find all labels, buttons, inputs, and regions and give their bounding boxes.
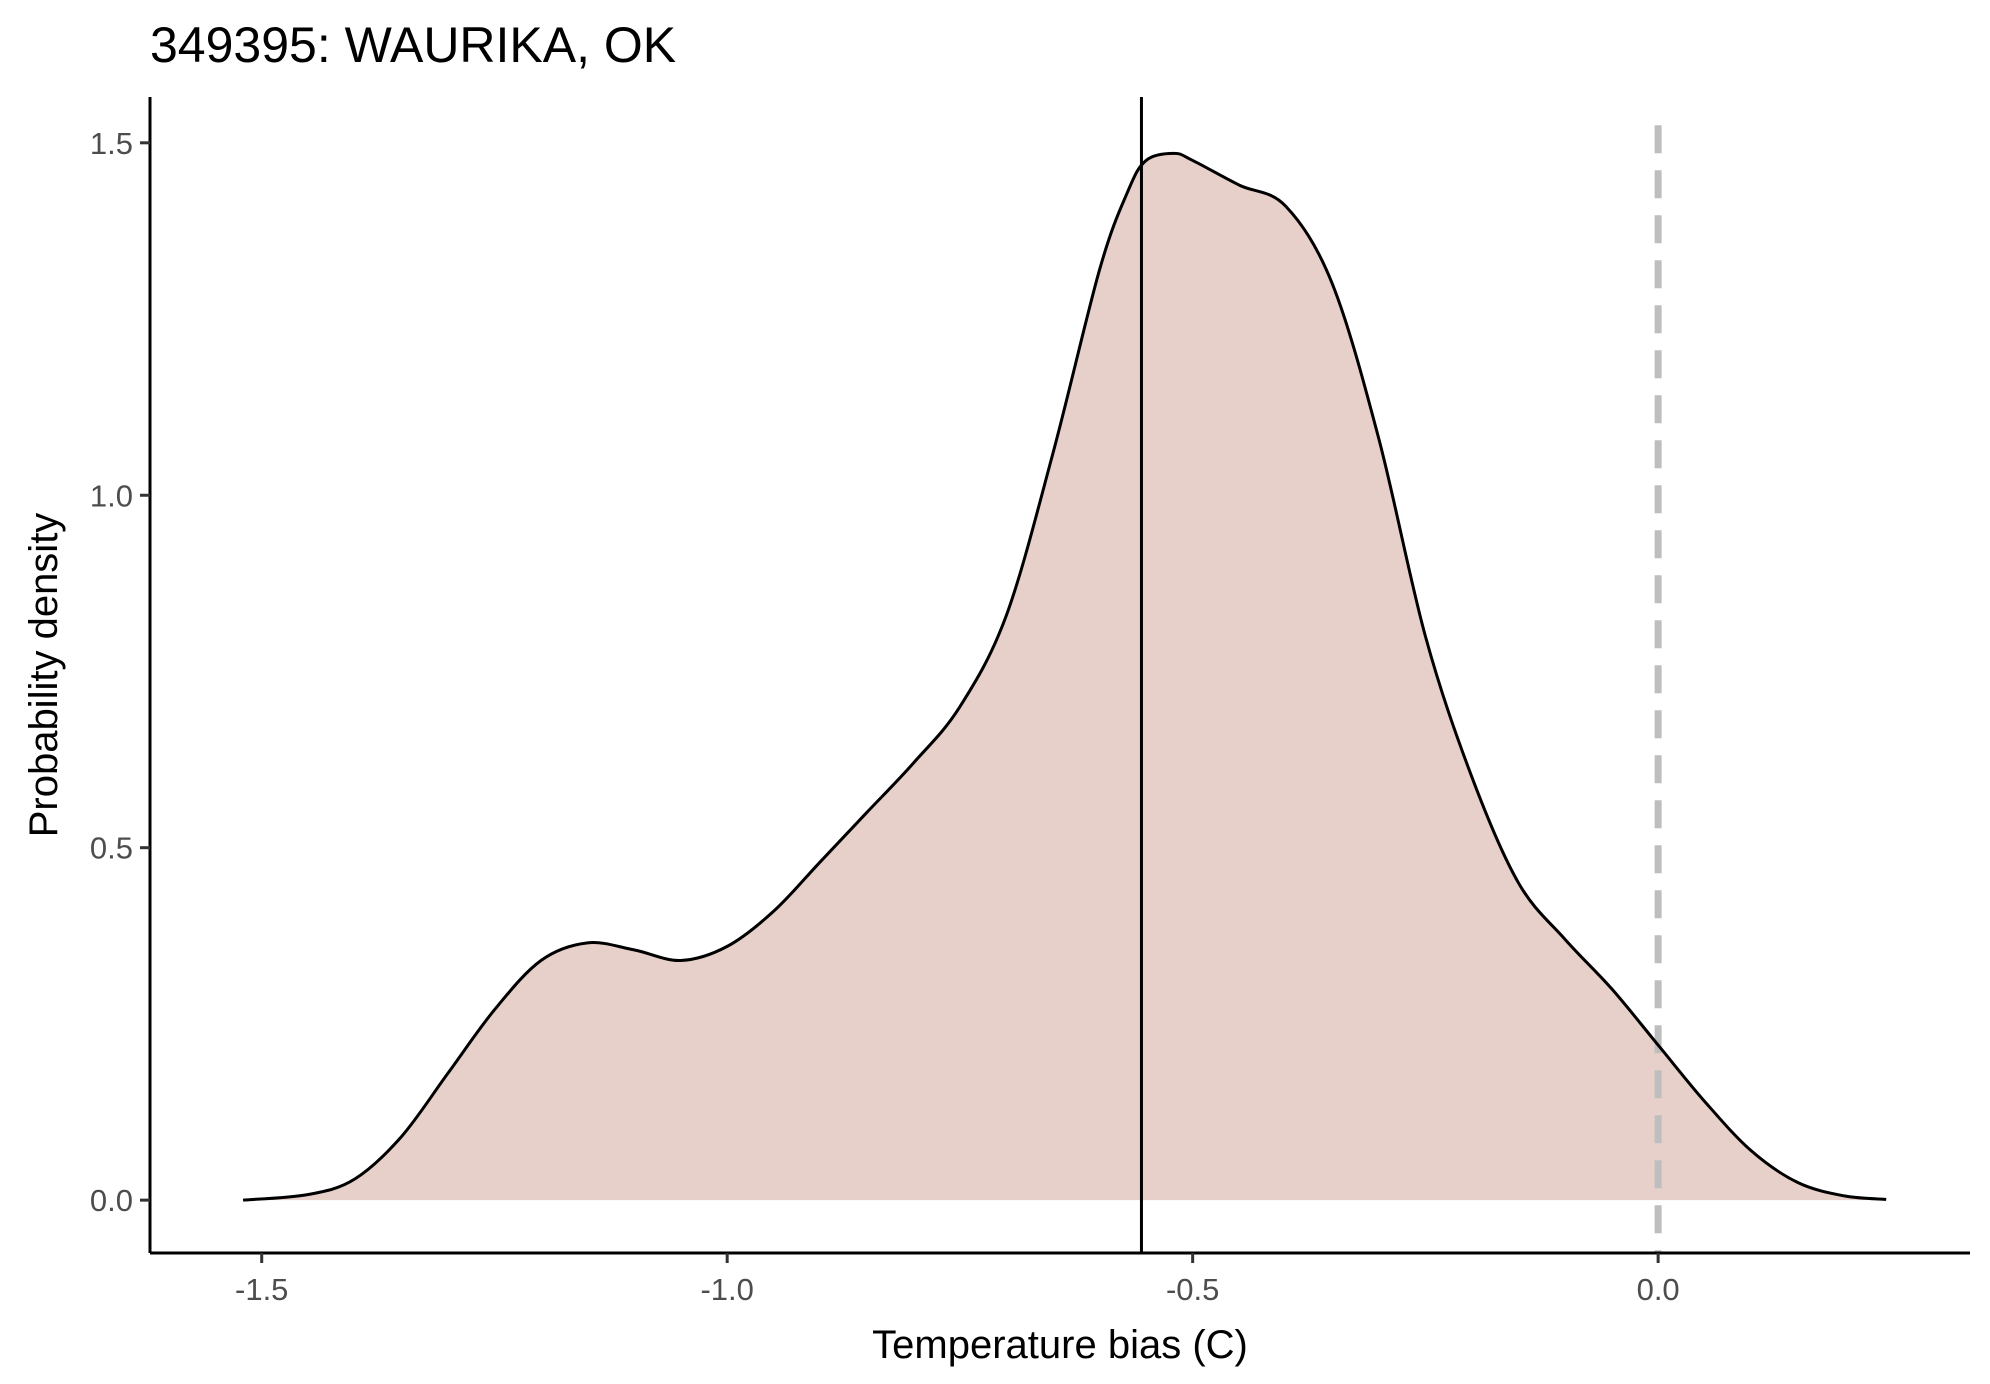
x-axis-title: Temperature bias (C)	[872, 1323, 1248, 1367]
y-axis-title: Probability density	[22, 513, 66, 838]
density-line	[242, 151, 1887, 1202]
plot-area	[242, 97, 1887, 1253]
x-tick-label: -1.0	[700, 1272, 753, 1307]
x-tick-label: 0.0	[1637, 1272, 1680, 1307]
density-area	[243, 153, 1887, 1201]
x-tick-label: -0.5	[1166, 1272, 1219, 1307]
y-tick-label: 0.0	[90, 1183, 133, 1218]
y-tick-label: 0.5	[90, 831, 133, 866]
x-tick-label: -1.5	[235, 1272, 288, 1307]
chart-title: 349395: WAURIKA, OK	[150, 17, 676, 73]
axis-ticks: -1.5 -1.0 -0.5 0.0 0.0 0.5 1.0 1.5	[90, 126, 1680, 1307]
y-tick-label: 1.5	[90, 126, 133, 161]
y-tick-label: 1.0	[90, 478, 133, 513]
